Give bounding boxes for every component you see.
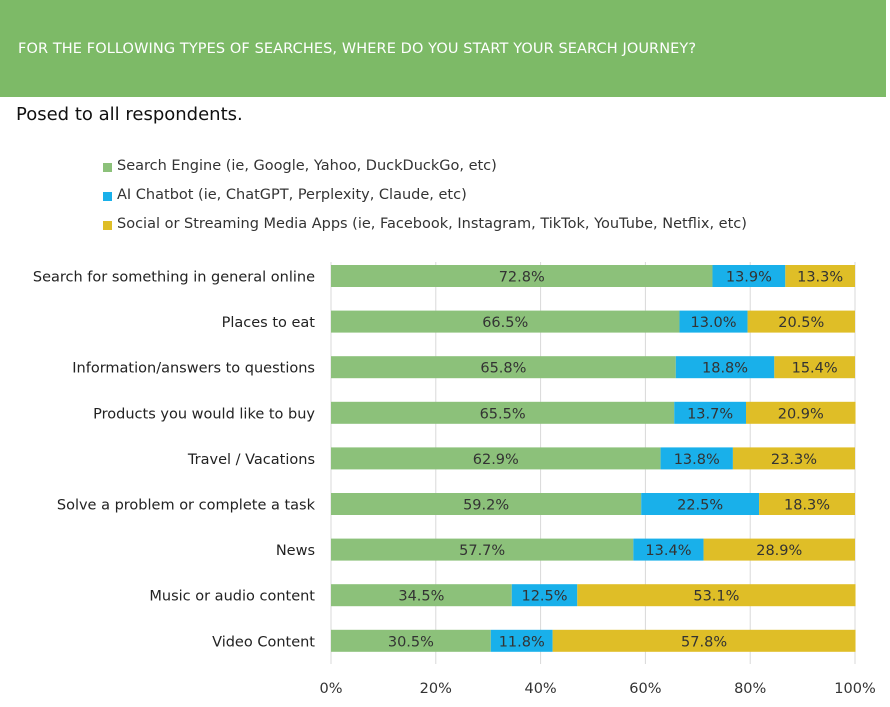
x-tick-label: 0%: [319, 681, 342, 697]
data-label: 59.2%: [463, 498, 509, 514]
data-label: 65.8%: [480, 361, 526, 377]
bar-ai-chatbot: [674, 401, 747, 424]
bar-ai-chatbot: [511, 584, 578, 607]
category-label: Information/answers to questions: [72, 361, 315, 377]
x-tick-label: 20%: [420, 681, 452, 697]
chart-title: FOR THE FOLLOWING TYPES OF SEARCHES, WHE…: [18, 41, 697, 57]
bar-ai-chatbot: [490, 629, 553, 652]
data-label: 57.8%: [681, 634, 727, 650]
data-label: 13.9%: [726, 270, 772, 286]
data-label: 13.7%: [687, 406, 733, 422]
bar-social-streaming: [746, 401, 856, 424]
legend-swatch-search-engine: [103, 163, 112, 172]
data-label: 13.8%: [674, 452, 720, 468]
chart-subtitle: Posed to all respondents.: [16, 104, 243, 125]
legend-swatch-ai-chatbot: [103, 192, 112, 201]
bar-social-streaming: [785, 265, 855, 287]
bar-search-engine: [331, 356, 676, 379]
category-label: Video Content: [212, 634, 315, 650]
bar-search-engine: [331, 629, 491, 652]
category-label: Products you would like to buy: [93, 406, 315, 422]
category-label: Search for something in general online: [33, 270, 315, 286]
data-label: 72.8%: [499, 270, 545, 286]
legend-label-ai-chatbot: AI Chatbot (ie, ChatGPT, Perplexity, Cla…: [117, 187, 467, 203]
bar-ai-chatbot: [641, 493, 760, 515]
bar-search-engine: [331, 265, 713, 287]
bar-ai-chatbot: [679, 310, 748, 333]
data-label: 66.5%: [482, 315, 528, 331]
bar-ai-chatbot: [712, 265, 786, 287]
legend-swatch-social-streaming: [103, 221, 112, 230]
data-label: 18.8%: [702, 361, 748, 377]
data-label: 12.5%: [521, 589, 567, 605]
data-label: 20.5%: [778, 315, 824, 331]
bar-ai-chatbot: [633, 538, 704, 561]
data-label: 62.9%: [473, 452, 519, 468]
chart-header: FOR THE FOLLOWING TYPES OF SEARCHES, WHE…: [0, 0, 886, 97]
x-tick-label: 80%: [734, 681, 766, 697]
bar-search-engine: [331, 584, 512, 607]
category-label: Solve a problem or complete a task: [57, 498, 316, 514]
bar-social-streaming: [703, 538, 855, 561]
data-label: 65.5%: [480, 406, 526, 422]
bar-ai-chatbot: [675, 356, 775, 379]
category-label: Places to eat: [222, 315, 316, 331]
legend-label-search-engine: Search Engine (ie, Google, Yahoo, DuckDu…: [117, 158, 497, 174]
data-label: 15.4%: [792, 361, 838, 377]
bar-search-engine: [331, 538, 634, 561]
category-label: News: [276, 543, 315, 559]
x-tick-label: 100%: [834, 681, 875, 697]
data-label: 22.5%: [677, 498, 723, 514]
data-label: 13.0%: [690, 315, 736, 331]
bar-social-streaming: [759, 493, 855, 515]
data-label: 13.3%: [797, 270, 843, 286]
legend-label-social-streaming: Social or Streaming Media Apps (ie, Face…: [117, 216, 747, 232]
bar-search-engine: [331, 447, 661, 470]
x-tick-label: 40%: [524, 681, 556, 697]
data-label: 23.3%: [771, 452, 817, 468]
bar-social-streaming: [747, 310, 855, 333]
data-label: 57.7%: [459, 543, 505, 559]
data-label: 53.1%: [693, 589, 739, 605]
bar-social-streaming: [577, 584, 856, 607]
bar-search-engine: [331, 310, 680, 333]
data-label: 20.9%: [778, 406, 824, 422]
bar-social-streaming: [774, 356, 855, 379]
bar-search-engine: [331, 493, 642, 515]
data-label: 18.3%: [784, 498, 830, 514]
data-label: 34.5%: [398, 589, 444, 605]
data-label: 11.8%: [499, 634, 545, 650]
bar-social-streaming: [732, 447, 855, 470]
bar-ai-chatbot: [660, 447, 733, 470]
x-tick-label: 60%: [629, 681, 661, 697]
data-label: 30.5%: [388, 634, 434, 650]
data-label: 28.9%: [756, 543, 802, 559]
category-label: Travel / Vacations: [187, 452, 315, 468]
data-label: 13.4%: [645, 543, 691, 559]
bar-social-streaming: [552, 629, 856, 652]
category-label: Music or audio content: [149, 589, 315, 605]
bar-search-engine: [331, 401, 675, 424]
